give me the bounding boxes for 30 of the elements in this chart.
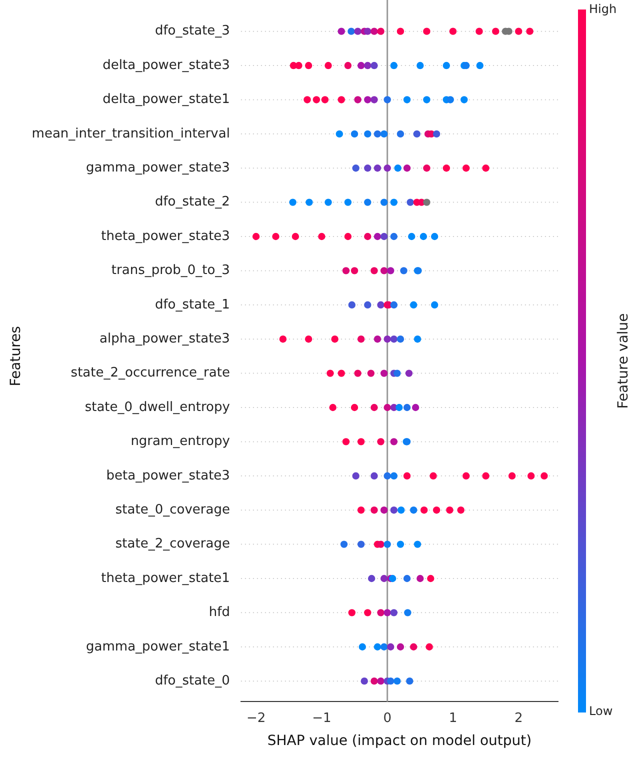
y-tick-label: dfo_state_3 — [154, 24, 230, 39]
y-tick-label: state_0_dwell_entropy — [84, 400, 230, 415]
y-tick-label: dfo_state_1 — [154, 297, 230, 312]
y-tick-label: trans_prob_0_to_3 — [111, 263, 230, 278]
y-tick-label: alpha_power_state3 — [100, 331, 230, 346]
y-tick-label: dfo_state_0 — [154, 673, 230, 688]
x-tick-label: 0 — [383, 710, 392, 726]
x-axis-title: SHAP value (impact on model output) — [267, 733, 532, 750]
color-bar-title: Feature value — [616, 313, 630, 409]
y-tick-label: theta_power_state3 — [101, 228, 230, 244]
y-tick-label: gamma_power_state3 — [86, 160, 230, 176]
y-tick-label: delta_power_state1 — [102, 92, 230, 108]
y-tick-label: dfo_state_2 — [154, 194, 230, 210]
y-tick-label: state_2_occurrence_rate — [70, 366, 230, 381]
x-tick-label: −2 — [246, 710, 266, 726]
y-tick-label: beta_power_state3 — [106, 468, 230, 484]
y-tick-label: ngram_entropy — [130, 434, 230, 450]
y-tick-label: gamma_power_state1 — [86, 639, 230, 654]
y-tick-label: hfd — [208, 605, 230, 620]
x-tick-label: 1 — [448, 710, 458, 726]
y-tick-label: mean_inter_transition_interval — [32, 126, 230, 142]
x-tick-label: −1 — [312, 710, 332, 726]
color-bar-label: High — [589, 2, 617, 16]
y-tick-label: state_0_coverage — [115, 502, 230, 518]
x-tick-label: 2 — [514, 710, 523, 726]
y-tick-label: delta_power_state3 — [102, 58, 230, 73]
y-tick-label: theta_power_state1 — [101, 570, 230, 586]
y-tick-label: state_2_coverage — [115, 536, 230, 552]
y-axis-title: Features — [8, 326, 24, 386]
color-bar-label: Low — [589, 704, 613, 718]
